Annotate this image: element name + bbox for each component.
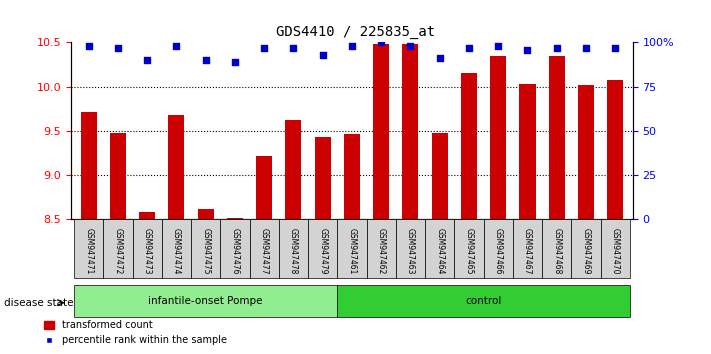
Text: GSM947466: GSM947466 xyxy=(493,228,503,275)
Bar xyxy=(256,156,272,219)
Point xyxy=(200,57,211,63)
Bar xyxy=(607,80,624,219)
FancyBboxPatch shape xyxy=(483,219,513,278)
Bar xyxy=(110,133,126,219)
Bar xyxy=(578,85,594,219)
Point xyxy=(229,59,240,65)
FancyBboxPatch shape xyxy=(308,219,337,278)
FancyBboxPatch shape xyxy=(279,219,308,278)
Text: GSM947471: GSM947471 xyxy=(84,228,93,275)
Point xyxy=(405,43,416,49)
Text: GSM947467: GSM947467 xyxy=(523,228,532,275)
Point xyxy=(346,43,358,49)
Point xyxy=(434,56,445,61)
FancyBboxPatch shape xyxy=(572,219,601,278)
FancyBboxPatch shape xyxy=(367,219,396,278)
FancyBboxPatch shape xyxy=(425,219,454,278)
FancyBboxPatch shape xyxy=(74,219,103,278)
Point xyxy=(375,40,387,45)
Point xyxy=(141,57,153,63)
Bar xyxy=(315,137,331,219)
Text: GSM947462: GSM947462 xyxy=(377,228,385,275)
Point xyxy=(522,47,533,52)
Text: GSM947464: GSM947464 xyxy=(435,228,444,275)
Bar xyxy=(490,56,506,219)
Text: GSM947474: GSM947474 xyxy=(172,228,181,275)
Text: GSM947461: GSM947461 xyxy=(348,228,356,275)
Text: GSM947476: GSM947476 xyxy=(230,228,240,275)
Bar xyxy=(520,84,535,219)
Point xyxy=(609,45,621,51)
FancyBboxPatch shape xyxy=(191,219,220,278)
Point xyxy=(317,52,328,58)
Bar xyxy=(549,56,565,219)
Text: GSM947465: GSM947465 xyxy=(464,228,474,275)
FancyBboxPatch shape xyxy=(337,285,630,317)
Bar xyxy=(169,115,184,219)
Bar xyxy=(198,209,214,219)
FancyBboxPatch shape xyxy=(337,219,367,278)
Point xyxy=(288,45,299,51)
Point xyxy=(259,45,270,51)
FancyBboxPatch shape xyxy=(454,219,483,278)
Text: GSM947475: GSM947475 xyxy=(201,228,210,275)
FancyBboxPatch shape xyxy=(74,285,337,317)
FancyBboxPatch shape xyxy=(250,219,279,278)
FancyBboxPatch shape xyxy=(220,219,250,278)
FancyBboxPatch shape xyxy=(542,219,572,278)
FancyBboxPatch shape xyxy=(132,219,162,278)
Point xyxy=(493,43,504,49)
Text: GSM947479: GSM947479 xyxy=(319,228,327,275)
Bar xyxy=(344,133,360,219)
Text: GSM947468: GSM947468 xyxy=(552,228,561,275)
FancyBboxPatch shape xyxy=(513,219,542,278)
Text: control: control xyxy=(466,296,502,306)
FancyBboxPatch shape xyxy=(396,219,425,278)
Point xyxy=(112,45,124,51)
Text: GSM947478: GSM947478 xyxy=(289,228,298,275)
Text: GSM947469: GSM947469 xyxy=(582,228,590,275)
Point xyxy=(580,45,592,51)
Bar xyxy=(80,112,97,219)
Text: GSM947473: GSM947473 xyxy=(143,228,151,275)
Bar xyxy=(227,218,243,219)
Point xyxy=(171,43,182,49)
Text: GSM947470: GSM947470 xyxy=(611,228,620,275)
Bar xyxy=(285,120,301,219)
Bar xyxy=(139,212,155,219)
Bar xyxy=(461,74,477,219)
FancyBboxPatch shape xyxy=(601,219,630,278)
Bar xyxy=(432,133,448,219)
Text: GSM947477: GSM947477 xyxy=(260,228,269,275)
Text: disease state: disease state xyxy=(4,298,73,308)
Text: GSM947472: GSM947472 xyxy=(114,228,122,275)
Legend: transformed count, percentile rank within the sample: transformed count, percentile rank withi… xyxy=(41,316,230,349)
Point xyxy=(551,45,562,51)
Text: GDS4410 / 225835_at: GDS4410 / 225835_at xyxy=(276,25,435,39)
Text: infantile-onset Pompe: infantile-onset Pompe xyxy=(149,296,263,306)
Text: GSM947463: GSM947463 xyxy=(406,228,415,275)
Point xyxy=(464,45,475,51)
FancyBboxPatch shape xyxy=(103,219,132,278)
Bar xyxy=(402,44,419,219)
Bar xyxy=(373,44,389,219)
FancyBboxPatch shape xyxy=(162,219,191,278)
Point xyxy=(83,43,95,49)
